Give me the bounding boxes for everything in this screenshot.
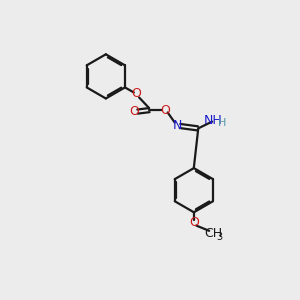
Text: O: O (131, 87, 141, 101)
Text: O: O (160, 103, 169, 117)
Text: O: O (129, 105, 139, 118)
Text: CH: CH (204, 227, 222, 240)
Text: H: H (218, 118, 226, 128)
Text: 3: 3 (217, 232, 223, 242)
Text: O: O (189, 216, 199, 229)
Text: NH: NH (204, 114, 223, 127)
Text: N: N (172, 119, 182, 132)
